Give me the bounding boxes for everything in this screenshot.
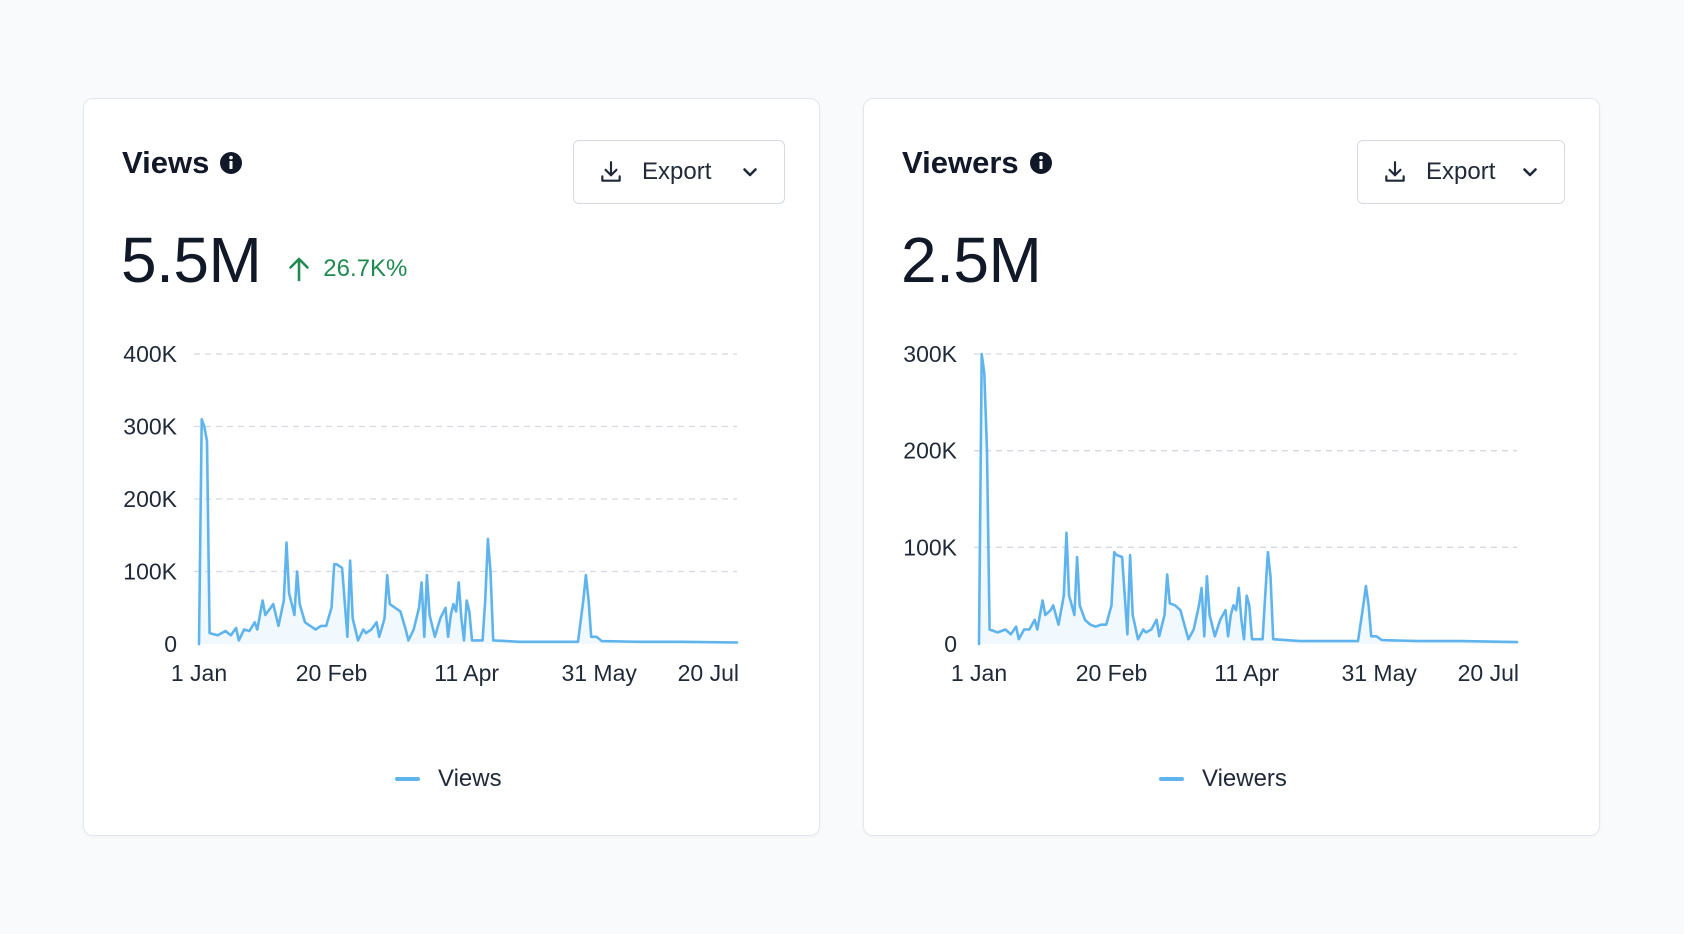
arrow-up-icon <box>287 256 311 282</box>
x-tick-label: 31 May <box>561 660 637 686</box>
viewers-card: Viewers Export 2.5M 0 100K 200K 300K 1 Jan 20… <box>863 98 1600 836</box>
chart-legend: Views <box>395 765 502 793</box>
y-tick-label: 200K <box>903 438 957 464</box>
card-title: Views <box>122 145 243 181</box>
x-tick-label: 11 Apr <box>434 660 499 686</box>
kpi-value: 5.5M <box>121 224 262 296</box>
kpi: 2.5M <box>901 223 1042 297</box>
y-tick-label: 300K <box>123 414 177 440</box>
legend-swatch <box>395 777 420 781</box>
y-tick-label: 400K <box>123 341 177 367</box>
x-tick-label: 1 Jan <box>951 660 1007 686</box>
x-tick-label: 11 Apr <box>1214 660 1279 686</box>
chevron-down-icon <box>1522 164 1538 180</box>
x-tick-label: 20 Jul <box>1458 660 1519 686</box>
legend-swatch <box>1159 777 1184 781</box>
chevron-down-icon <box>742 164 758 180</box>
x-tick-label: 1 Jan <box>171 660 227 686</box>
series-line-views <box>197 418 739 646</box>
kpi: 5.5M 26.7K% <box>121 223 407 297</box>
views-line-chart: 0 100K 200K 300K 400K 1 Jan 20 Feb 11 Apr 31 May… <box>123 341 739 686</box>
chart-legend: Viewers <box>1159 765 1287 793</box>
info-icon[interactable] <box>219 151 243 175</box>
export-button[interactable]: Export <box>1357 140 1565 204</box>
views-card: Views Export 5.5M 26.7K% 0 100K 200K 300K 40… <box>83 98 820 836</box>
legend-label: Viewers <box>1202 765 1287 792</box>
y-tick-label: 200K <box>123 486 177 512</box>
viewers-line-chart: 0 100K 200K 300K 1 Jan 20 Feb 11 Apr 31 May 20 J… <box>903 341 1519 686</box>
card-title: Viewers <box>902 145 1053 181</box>
export-label: Export <box>642 158 712 185</box>
export-label: Export <box>1426 158 1496 185</box>
x-tick-label: 20 Feb <box>1076 660 1148 686</box>
series-line-viewers <box>977 352 1519 646</box>
kpi-value: 2.5M <box>901 224 1042 296</box>
x-tick-label: 20 Feb <box>296 660 368 686</box>
card-title-label: Viewers <box>902 145 1019 180</box>
y-tick-label: 0 <box>164 631 177 657</box>
download-icon <box>1382 159 1408 185</box>
card-title-label: Views <box>122 145 210 180</box>
kpi-change-value: 26.7K% <box>323 255 408 282</box>
y-tick-label: 100K <box>903 534 957 560</box>
x-tick-label: 20 Jul <box>678 660 739 686</box>
y-tick-label: 0 <box>944 631 957 657</box>
y-tick-label: 100K <box>123 559 177 585</box>
legend-label: Views <box>438 765 502 792</box>
kpi-change: 26.7K% <box>287 255 407 283</box>
x-tick-label: 31 May <box>1341 660 1417 686</box>
download-icon <box>598 159 624 185</box>
export-button[interactable]: Export <box>573 140 785 204</box>
y-tick-label: 300K <box>903 341 957 367</box>
info-icon[interactable] <box>1029 151 1053 175</box>
